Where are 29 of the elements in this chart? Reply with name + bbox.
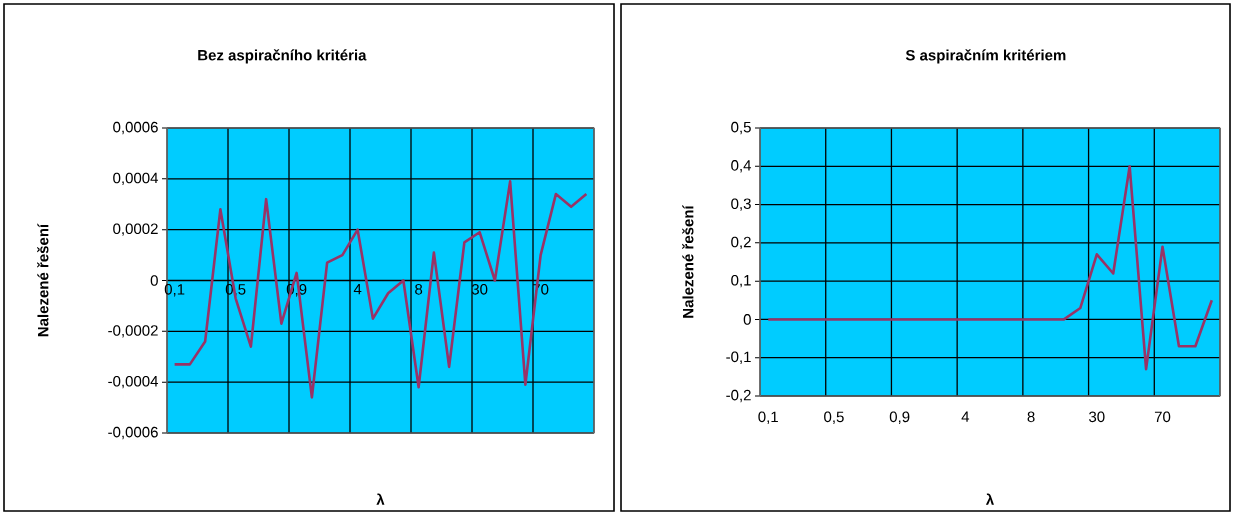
y-axis-title: Nalezené řešení bbox=[682, 204, 694, 318]
x-tick-label: 0,9 bbox=[889, 411, 910, 424]
y-tick-label: 0 bbox=[150, 275, 158, 286]
x-tick-label: 30 bbox=[1089, 411, 1105, 423]
x-axis-title: λ bbox=[985, 493, 994, 505]
y-tick-label: 0,0002 bbox=[113, 223, 158, 236]
y-tick-label: 0 bbox=[743, 314, 751, 325]
x-tick-label: 70 bbox=[1154, 411, 1171, 423]
y-tick-label: 0,0004 bbox=[113, 172, 159, 186]
x-axis-title: λ bbox=[376, 493, 385, 505]
x-tick-label: 4 bbox=[961, 411, 970, 422]
x-tick-label: 0,1 bbox=[758, 411, 778, 424]
chart-title: Bez aspiračního kritéria bbox=[198, 49, 367, 64]
y-axis-title: Nalezené řešení bbox=[37, 223, 49, 337]
y-tick-label: 0,0006 bbox=[113, 121, 158, 135]
x-tick-label: 0,5 bbox=[824, 411, 844, 424]
y-tick-label: 0,2 bbox=[731, 236, 751, 250]
y-tick-label: -0,0002 bbox=[108, 325, 158, 338]
y-tick-label: 0,5 bbox=[731, 121, 751, 135]
y-tick-label: -0,2 bbox=[726, 389, 751, 403]
x-tick-label: 4 bbox=[353, 284, 362, 295]
y-tick-label: -0,1 bbox=[726, 351, 751, 364]
chart-title: S aspiračním kritériem bbox=[905, 49, 1066, 64]
y-tick-label: -0,0004 bbox=[108, 375, 159, 389]
x-tick-label: 8 bbox=[415, 284, 423, 295]
y-tick-label: 0,4 bbox=[731, 160, 752, 173]
y-tick-label: -0,0006 bbox=[108, 426, 158, 440]
y-tick-label: 0,3 bbox=[731, 198, 751, 211]
x-tick-label: 8 bbox=[1027, 411, 1035, 423]
